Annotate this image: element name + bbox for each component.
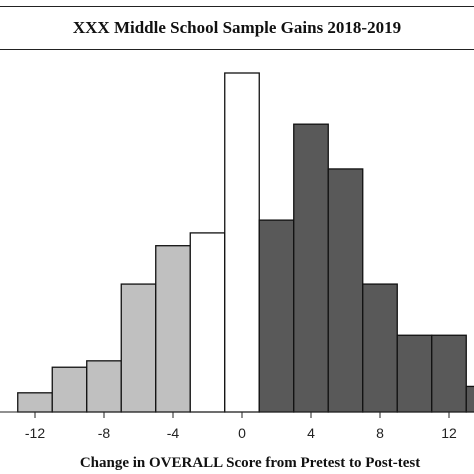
x-tick-label: 12 [441, 425, 457, 441]
histogram-bar [362, 283, 398, 413]
histogram-bar [120, 283, 157, 413]
histogram-bar [327, 168, 364, 413]
histogram-bar [155, 245, 191, 413]
x-tick-label: 4 [307, 425, 315, 441]
x-tick-label: -8 [98, 425, 111, 441]
x-tick-label: 0 [238, 425, 246, 441]
histogram-bar [293, 123, 329, 413]
histogram-bar [258, 219, 295, 413]
histogram-bar [431, 334, 467, 413]
histogram-bar [396, 334, 433, 413]
x-tick-label: -12 [25, 425, 45, 441]
histogram-bar [86, 360, 122, 413]
histogram-bar [17, 392, 53, 413]
chart-title-box: XXX Middle School Sample Gains 2018-2019 [0, 6, 474, 50]
histogram-bar [189, 232, 226, 413]
x-axis-title: Change in OVERALL Score from Pretest to … [80, 455, 420, 471]
x-axis-ticks: -12 -8 -4 0 4 8 12 [25, 412, 457, 441]
histogram-bar [465, 385, 474, 413]
histogram-bar [224, 72, 260, 413]
chart-title: XXX Middle School Sample Gains 2018-2019 [72, 18, 402, 37]
x-tick-label: -4 [167, 425, 180, 441]
x-tick-label: 8 [376, 425, 384, 441]
histogram-bars [17, 72, 474, 413]
histogram-bar [51, 366, 88, 413]
